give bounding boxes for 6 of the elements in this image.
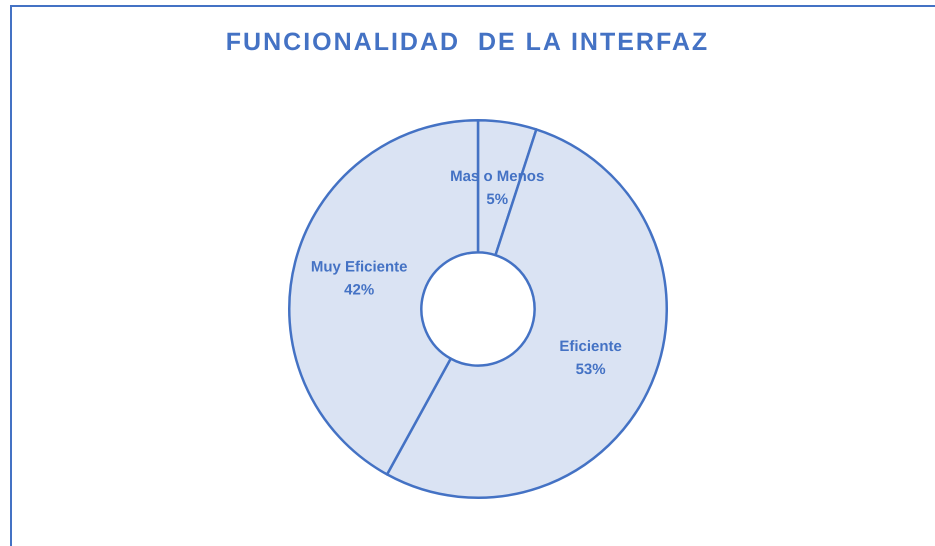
chart-title: FUNCIONALIDAD DE LA INTERFAZ	[224, 28, 710, 57]
data-label: 53%	[576, 360, 606, 378]
slice-label: Eficiente	[559, 338, 622, 355]
slice-label: Muy Eficiente	[310, 258, 408, 276]
data-label: 42%	[344, 282, 374, 299]
data-label: 5%	[486, 190, 508, 208]
